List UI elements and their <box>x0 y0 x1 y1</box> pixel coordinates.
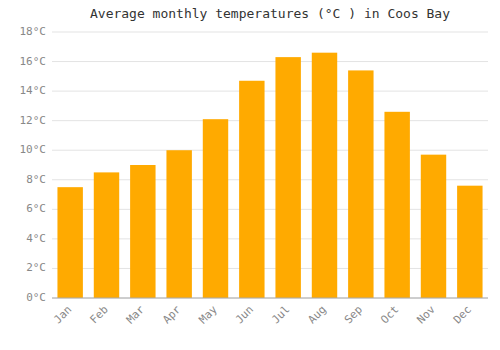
bar <box>421 155 446 298</box>
x-tick-label: Jun <box>233 303 256 326</box>
page: {"chart_data": {"type": "bar", "title": … <box>0 0 500 350</box>
grid-line <box>52 32 488 33</box>
grid-line <box>52 91 488 92</box>
bar <box>130 165 155 298</box>
y-tick-label: 10°C <box>20 143 47 156</box>
title: Average monthly temperatures (°C ) in Co… <box>90 6 450 21</box>
x-axis: Jan Feb Mar Apr May Jun Jul Aug Sep Oct Nov Dec <box>51 298 488 326</box>
x-tick-label: Jan <box>51 303 74 326</box>
y-tick-label: 18°C <box>20 25 47 38</box>
bar <box>457 186 482 298</box>
y-tick-label: 16°C <box>20 55 47 68</box>
x-axis-line <box>52 298 488 299</box>
x-tick-label: Dec <box>451 303 474 326</box>
x-tick-label: Sep <box>342 303 365 326</box>
grid-line <box>52 120 488 121</box>
bar <box>166 150 191 298</box>
y-tick-label: 4°C <box>26 232 46 245</box>
y-tick-label: 14°C <box>20 84 47 97</box>
y-axis: 0°C 2°C 4°C 6°C 8°C 10°C 12°C 14°C 16°C 18°C <box>20 25 489 304</box>
bar <box>239 81 264 298</box>
y-tick-label: 12°C <box>20 114 47 127</box>
chart-container: 0°C 2°C 4°C 6°C 8°C 10°C 12°C 14°C 16°C 18°C Jan Fe… <box>0 0 500 350</box>
bar <box>348 70 373 298</box>
y-tick-label: 6°C <box>26 202 46 215</box>
bar <box>94 172 119 298</box>
x-tick-label: Apr <box>160 303 184 327</box>
grid-line <box>52 61 488 62</box>
grid-line <box>52 150 488 151</box>
x-tick-label: Jul <box>269 303 292 326</box>
x-tick-label: Mar <box>124 303 148 327</box>
y-tick-label: 2°C <box>26 261 46 274</box>
y-tick-label: 0°C <box>26 291 46 304</box>
bar <box>384 112 409 298</box>
x-tick-label: Nov <box>414 303 438 327</box>
bar <box>203 119 228 298</box>
y-tick-label: 8°C <box>26 173 46 186</box>
bar <box>275 57 300 298</box>
x-tick-label: May <box>196 303 220 327</box>
chart: 0°C 2°C 4°C 6°C 8°C 10°C 12°C 14°C 16°C 18°C Jan Fe… <box>0 0 500 350</box>
bars <box>57 53 482 298</box>
x-tick-label: Aug <box>305 303 328 326</box>
bar <box>57 187 82 298</box>
x-tick-label: Oct <box>378 303 401 326</box>
x-tick-label: Feb <box>87 303 110 326</box>
bar <box>312 53 337 298</box>
grid-line <box>52 298 488 299</box>
